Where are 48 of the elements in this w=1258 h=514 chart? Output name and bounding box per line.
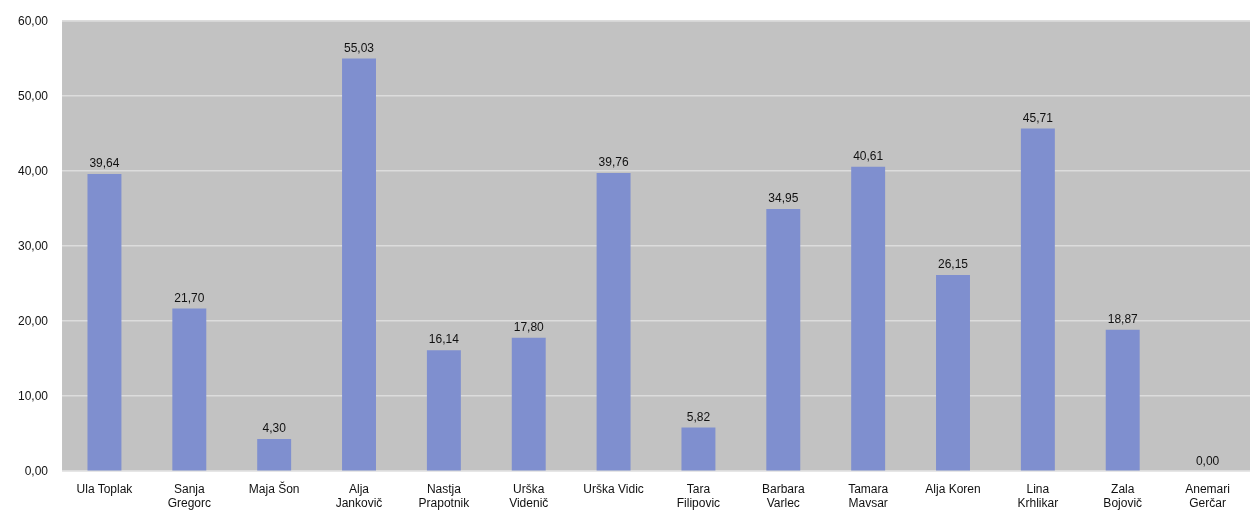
data-label: 34,95: [768, 191, 799, 206]
y-tick-label: 60,00: [18, 13, 49, 28]
data-label: 39,76: [598, 155, 629, 170]
bar: [1105, 329, 1140, 471]
data-label: 0,00: [1195, 453, 1220, 468]
data-label: 17,80: [513, 320, 545, 335]
y-tick-label: 50,00: [18, 88, 49, 103]
bar: [257, 438, 292, 471]
x-tick-label: Urška Vidic: [583, 481, 644, 496]
x-tick-label: Maja Šon: [248, 480, 300, 496]
x-tick-label: Ula Toplak: [76, 481, 134, 496]
x-tick-label: Zala Bojovič: [1103, 481, 1143, 511]
data-label: 4,30: [262, 421, 287, 436]
bar: [426, 350, 461, 471]
data-label: 40,61: [853, 148, 884, 163]
bar: [851, 166, 886, 471]
data-label: 55,03: [344, 40, 375, 55]
data-label: 45,71: [1022, 110, 1054, 125]
bar: [511, 337, 546, 471]
y-tick-label: 10,00: [18, 388, 49, 403]
bar: [342, 58, 376, 471]
bar: [766, 209, 801, 471]
x-tick-label: Alja Koren: [925, 481, 981, 496]
bar: [681, 427, 716, 471]
data-label: 16,14: [428, 332, 460, 347]
data-label: 39,64: [89, 156, 120, 171]
y-tick-label: 20,00: [18, 313, 49, 328]
x-tick-label: Sanja Gregorc: [167, 481, 211, 511]
x-tick-label: Tamara Mavsar: [848, 481, 889, 511]
bar: [87, 173, 122, 471]
bar: [596, 173, 631, 471]
data-label: 18,87: [1107, 311, 1139, 326]
x-tick-label: Barbara Varlec: [761, 481, 805, 511]
bar: [936, 275, 970, 471]
data-label: 21,70: [174, 290, 205, 305]
x-tick-label: Anemari Gerčar: [1185, 481, 1230, 511]
y-tick-label: 40,00: [18, 163, 49, 178]
x-tick-label: Alja Jankovič: [335, 481, 383, 511]
y-tick-label: 30,00: [18, 238, 49, 253]
x-tick-label: Nastja Prapotnik: [418, 481, 471, 511]
bar: [1020, 128, 1055, 471]
x-tick-label: Lina Krhlikar: [1017, 481, 1059, 511]
x-tick-label: Tara Filipovic: [676, 481, 721, 511]
y-tick-label: 0,00: [24, 463, 49, 478]
bar: [172, 308, 207, 471]
x-tick-label: Urška Videnič: [509, 481, 549, 511]
data-label: 5,82: [686, 409, 711, 424]
data-label: 26,15: [937, 257, 969, 272]
